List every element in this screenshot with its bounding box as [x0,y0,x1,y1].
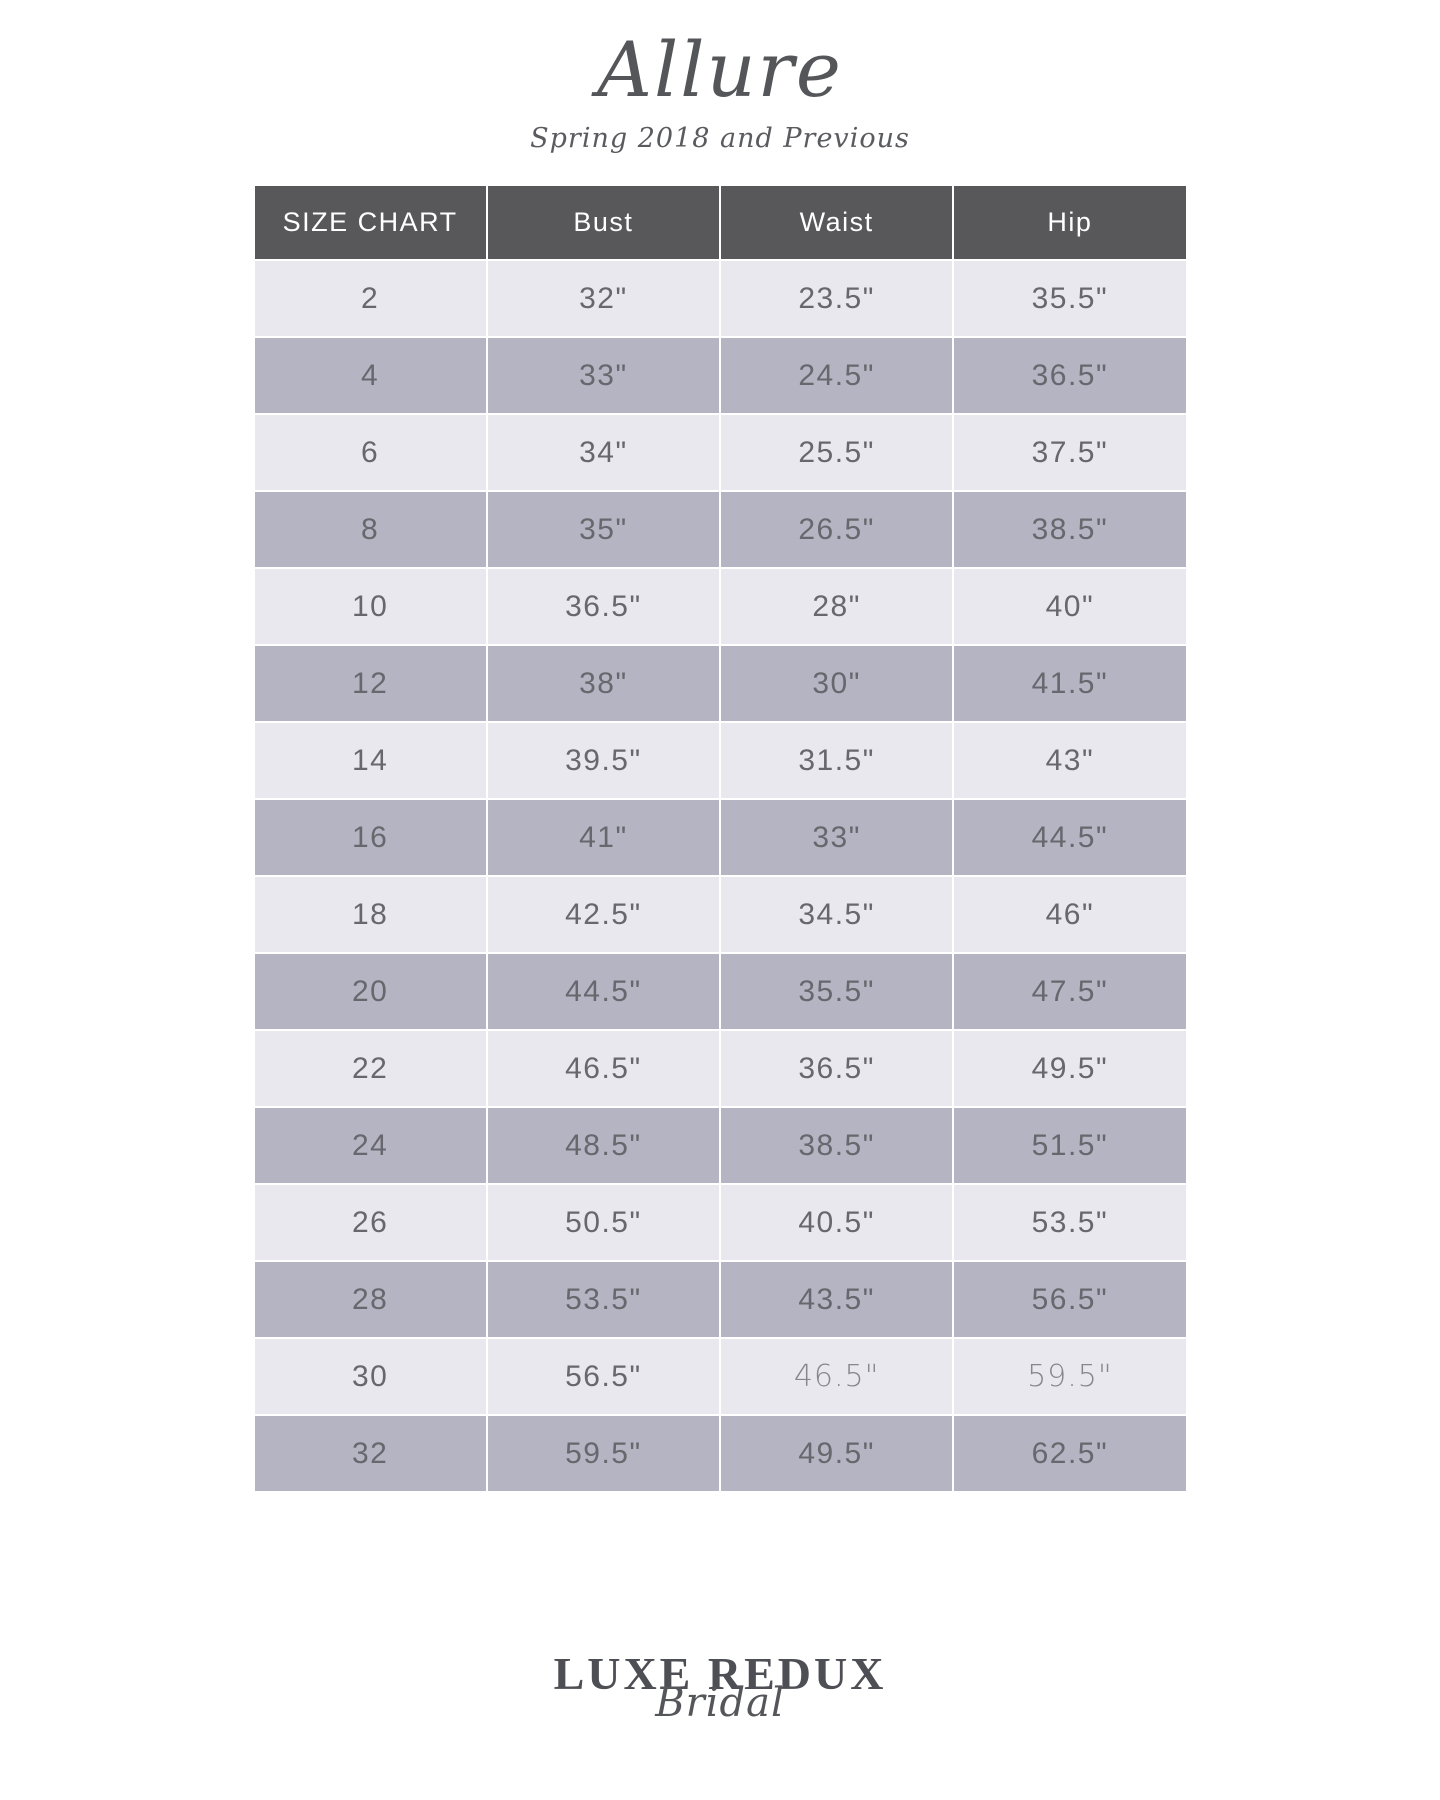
size-chart-header: SIZE CHART Bust Waist Hip [252,184,1188,262]
bust-cell: 36.5" [485,567,722,647]
size-cell: 20 [252,952,488,1032]
table-row: 20 44.5" 35.5" 47.5" [252,952,1188,1032]
table-row: 2 32" 23.5" 35.5" [252,259,1188,339]
table-row: 6 34" 25.5" 37.5" [252,413,1188,493]
column-header-size-chart: SIZE CHART [252,184,488,262]
table-row: 8 35" 26.5" 38.5" [252,490,1188,570]
table-row: 32 59.5" 49.5" 62.5" [252,1414,1188,1494]
size-cell: 18 [252,875,488,955]
hip-cell: 47.5" [952,952,1188,1032]
size-cell: 10 [252,567,488,647]
page-subtitle: Spring 2018 and Previous [530,123,910,155]
size-cell: 30 [252,1337,488,1417]
waist-cell: 30" [718,644,955,724]
bust-cell: 50.5" [485,1183,722,1263]
bust-cell: 59.5" [485,1414,722,1494]
bust-cell: 38" [485,644,722,724]
table-row: 22 46.5" 36.5" 49.5" [252,1029,1188,1109]
table-row: 10 36.5" 28" 40" [252,567,1188,647]
hip-cell: 53.5" [952,1183,1188,1263]
size-cell: 22 [252,1029,488,1109]
waist-cell: 23.5" [718,259,955,339]
size-cell: 8 [252,490,488,570]
waist-cell: 36.5" [718,1029,955,1109]
size-cell: 16 [252,798,488,878]
waist-cell: 46.5" [718,1337,955,1417]
waist-cell: 38.5" [718,1106,955,1186]
waist-cell: 43.5" [718,1260,955,1340]
size-cell: 28 [252,1260,488,1340]
bust-cell: 42.5" [485,875,722,955]
bust-cell: 46.5" [485,1029,722,1109]
hip-cell: 59.5" [952,1337,1188,1417]
size-cell: 14 [252,721,488,801]
waist-cell: 34.5" [718,875,955,955]
waist-cell: 49.5" [718,1414,955,1494]
hip-cell: 40" [952,567,1188,647]
hip-cell: 62.5" [952,1414,1188,1494]
bust-cell: 56.5" [485,1337,722,1417]
size-cell: 2 [252,259,488,339]
hip-cell: 35.5" [952,259,1188,339]
bust-cell: 35" [485,490,722,570]
hip-cell: 44.5" [952,798,1188,878]
waist-cell: 24.5" [718,336,955,416]
hip-cell: 49.5" [952,1029,1188,1109]
logo-script-bridal: Bridal [655,1680,785,1727]
table-row: 16 41" 33" 44.5" [252,798,1188,878]
hip-cell: 56.5" [952,1260,1188,1340]
bust-cell: 33" [485,336,722,416]
header-row: SIZE CHART Bust Waist Hip [252,184,1188,262]
hip-cell: 43" [952,721,1188,801]
table-row: 24 48.5" 38.5" 51.5" [252,1106,1188,1186]
table-row: 26 50.5" 40.5" 53.5" [252,1183,1188,1263]
column-header-bust: Bust [485,184,722,262]
size-cell: 6 [252,413,488,493]
hip-cell: 46" [952,875,1188,955]
table-row: 12 38" 30" 41.5" [252,644,1188,724]
bust-cell: 48.5" [485,1106,722,1186]
waist-cell: 31.5" [718,721,955,801]
table-row: 30 56.5" 46.5" 59.5" [252,1337,1188,1417]
table-row: 18 42.5" 34.5" 46" [252,875,1188,955]
size-cell: 12 [252,644,488,724]
size-cell: 32 [252,1414,488,1494]
bust-cell: 39.5" [485,721,722,801]
hip-cell: 37.5" [952,413,1188,493]
waist-cell: 26.5" [718,490,955,570]
column-header-waist: Waist [718,184,955,262]
bust-cell: 32" [485,259,722,339]
bust-cell: 34" [485,413,722,493]
waist-cell: 28" [718,567,955,647]
hip-cell: 51.5" [952,1106,1188,1186]
bust-cell: 41" [485,798,722,878]
size-table-body: 2 32" 23.5" 35.5" 4 33" 24.5" 36.5" 6 34… [252,259,1188,1494]
waist-cell: 25.5" [718,413,955,493]
waist-cell: 35.5" [718,952,955,1032]
bust-cell: 44.5" [485,952,722,1032]
hip-cell: 41.5" [952,644,1188,724]
hip-cell: 38.5" [952,490,1188,570]
page-title: Allure [597,25,843,114]
table-row: 14 39.5" 31.5" 43" [252,721,1188,801]
brand-logo: LUXE REDUX Bridal [0,1648,1440,1727]
size-cell: 24 [252,1106,488,1186]
waist-cell: 40.5" [718,1183,955,1263]
table-row: 4 33" 24.5" 36.5" [252,336,1188,416]
waist-cell: 33" [718,798,955,878]
column-header-hip: Hip [952,184,1188,262]
size-chart-table: SIZE CHART Bust Waist Hip 2 32" 23.5" 35… [252,184,1188,1494]
table-row: 28 53.5" 43.5" 56.5" [252,1260,1188,1340]
bust-cell: 53.5" [485,1260,722,1340]
hip-cell: 36.5" [952,336,1188,416]
size-cell: 26 [252,1183,488,1263]
logo-wordmark: LUXE REDUX [553,1648,887,1700]
size-cell: 4 [252,336,488,416]
